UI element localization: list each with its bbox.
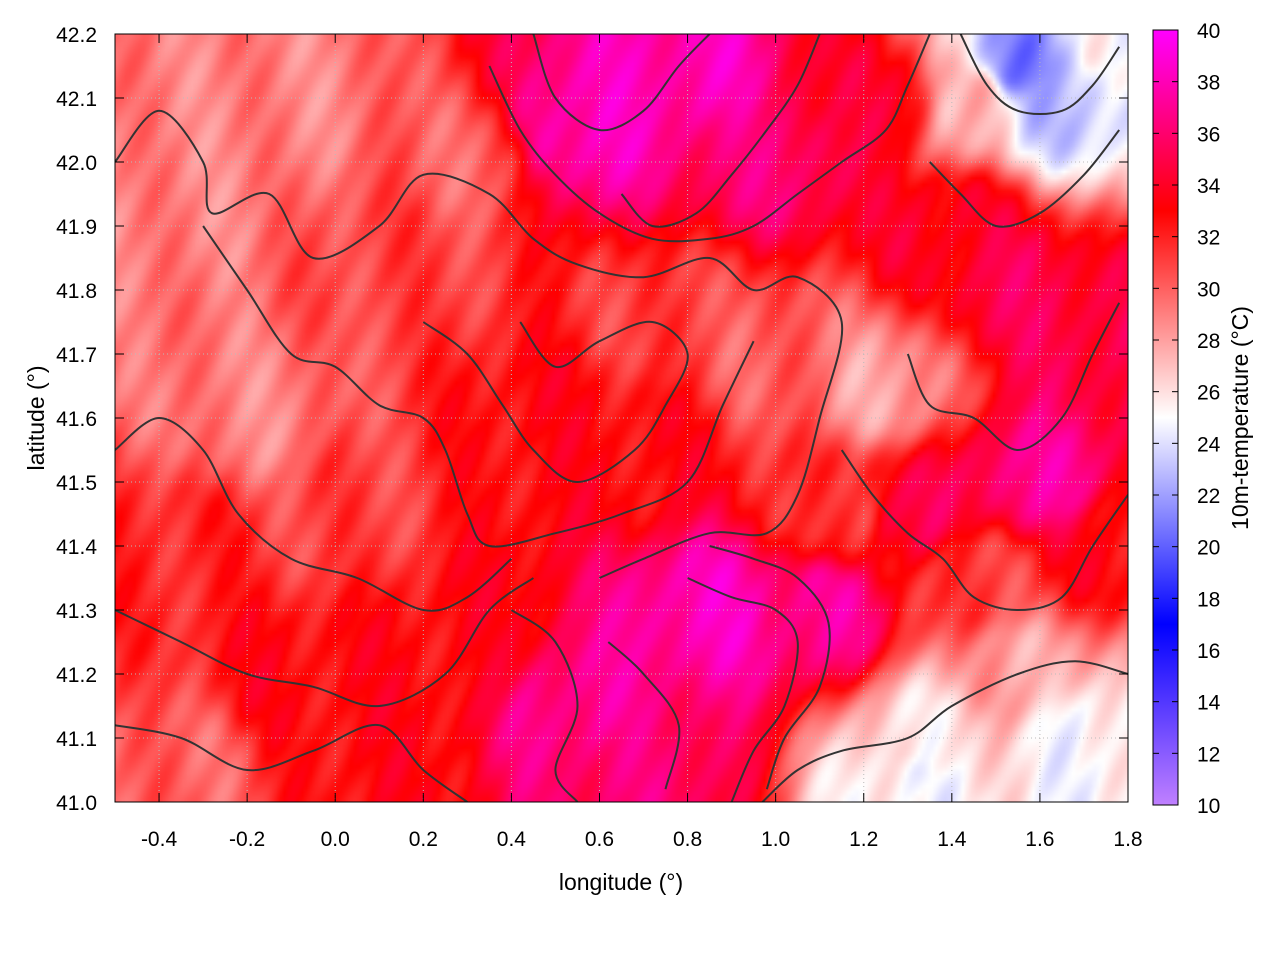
contour-line-16: [929, 129, 1120, 228]
y-tick-label: 41.4: [56, 536, 97, 559]
contour-line-1: [202, 225, 755, 548]
y-tick-label: 41.2: [56, 664, 97, 687]
x-tick-label: 0.8: [673, 828, 702, 851]
y-tick-label: 41.5: [56, 472, 97, 495]
contour-line-2: [422, 320, 689, 483]
y-axis-label: latitude (°): [23, 365, 49, 470]
x-tick-label: 0.4: [497, 828, 527, 851]
colorbar-tick-label: 18: [1197, 588, 1220, 611]
x-tick-label: 1.6: [1025, 828, 1054, 851]
contour-line-15: [488, 34, 931, 243]
colorbar-tick-label: 22: [1197, 485, 1220, 508]
x-tick-label: 1.2: [849, 828, 878, 851]
colorbar: [1152, 29, 1179, 806]
contour-line-9: [709, 545, 831, 790]
colorbar-tick-label: 10: [1197, 795, 1220, 818]
x-tick-label: -0.2: [229, 828, 265, 851]
contour-line-10: [761, 660, 1128, 802]
colorbar-tick-label: 16: [1197, 640, 1220, 663]
colorbar-tick-label: 32: [1197, 227, 1220, 250]
x-tick-label: 1.8: [1113, 828, 1142, 851]
y-tick-label: 41.0: [56, 792, 97, 815]
x-tick-label: 1.4: [937, 828, 967, 851]
colorbar-tick-label: 40: [1197, 20, 1220, 43]
colorbar-ticks: 10 12 14 16 18 20 22 24 26 28 30 32 34 36 38 40: [1153, 20, 1221, 818]
colorbar-tick-label: 30: [1197, 278, 1220, 301]
contour-line-0: [115, 109, 844, 579]
x-tick-label: 0.2: [409, 828, 438, 851]
grid-lines: [115, 34, 1128, 802]
y-tick-label: 42.1: [56, 88, 97, 111]
colorbar-label: 10m-temperature (°C): [1227, 306, 1253, 530]
x-tick-label: 0.0: [321, 828, 350, 851]
contour-line-3: [115, 417, 513, 612]
contour-line-4: [115, 577, 534, 708]
contour-line-5: [115, 723, 468, 802]
y-tick-label: 42.2: [56, 24, 97, 47]
x-axis-label: longitude (°): [559, 869, 683, 895]
y-tick-label: 41.9: [56, 216, 97, 239]
contour-line-7: [607, 641, 681, 790]
x-tick-label: -0.4: [141, 828, 178, 851]
colorbar-tick-label: 24: [1197, 433, 1221, 456]
colorbar-tick-label: 28: [1197, 330, 1220, 353]
y-axis: 41.0 41.1 41.2 41.3 41.4 41.5 41.6 41.7 41.8 41.9…: [56, 24, 1128, 815]
colorbar-tick-label: 38: [1197, 72, 1220, 95]
x-axis: -0.4 -0.2 0.0 0.2 0.4 0.6 0.8 1.0 1.2 1.4 1.6 1.8: [141, 34, 1143, 851]
x-tick-label: 0.6: [585, 828, 614, 851]
contour-line-13: [532, 34, 711, 132]
contour-lines: [115, 34, 1128, 802]
y-tick-label: 41.7: [56, 344, 97, 367]
colorbar-tick-label: 12: [1197, 743, 1220, 766]
y-tick-label: 41.3: [56, 600, 97, 623]
contour-line-8: [687, 577, 799, 802]
contour-line-14: [620, 34, 821, 228]
contour-line-12: [906, 302, 1121, 451]
y-tick-label: 41.6: [56, 408, 97, 431]
contour-line-11: [840, 449, 1128, 611]
temperature-field: [115, 34, 1128, 802]
colorbar-tick-label: 14: [1197, 692, 1221, 715]
colorbar-tick-label: 34: [1197, 175, 1221, 198]
contour-line-17: [959, 34, 1121, 116]
contour-line-6: [510, 609, 579, 802]
y-tick-label: 41.8: [56, 280, 97, 303]
y-tick-label: 42.0: [56, 152, 97, 175]
colorbar-tick-label: 36: [1197, 123, 1220, 146]
colorbar-tick-label: 20: [1197, 537, 1220, 560]
colorbar-tick-label: 26: [1197, 382, 1220, 405]
y-tick-label: 41.1: [56, 728, 97, 751]
plot-area: [115, 34, 1128, 802]
x-tick-label: 1.0: [761, 828, 790, 851]
